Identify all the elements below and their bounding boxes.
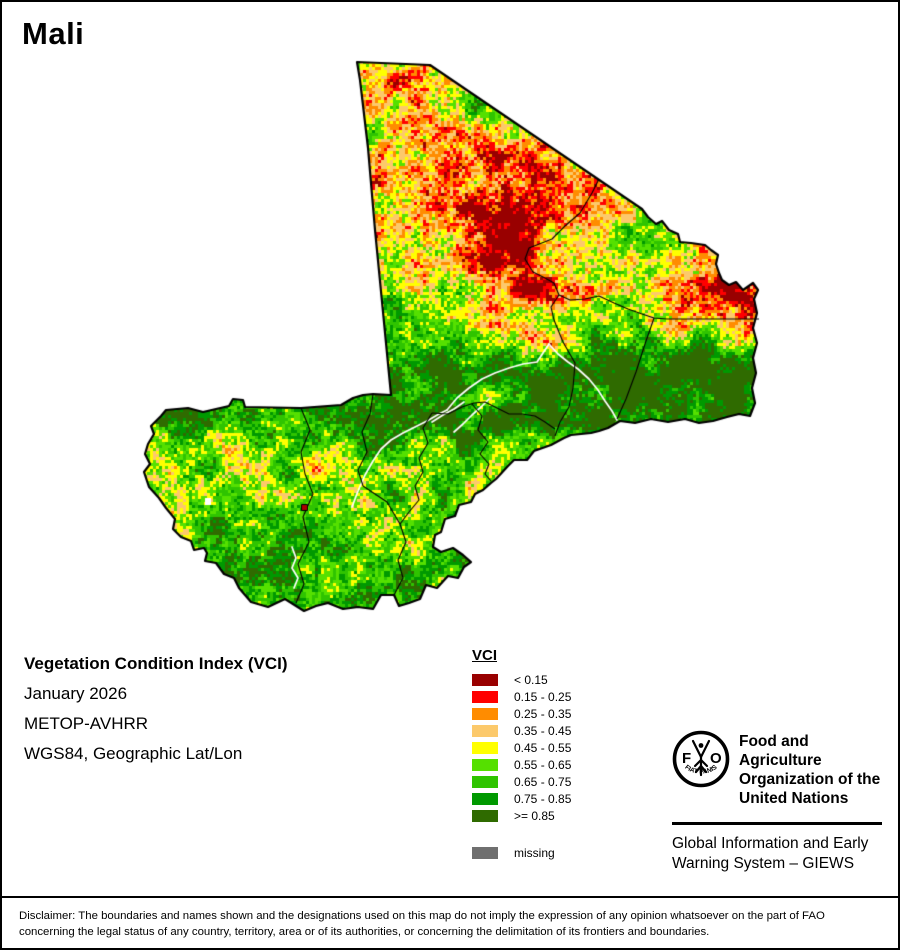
legend-swatch (472, 846, 498, 859)
legend-swatch (472, 809, 498, 822)
legend-label: 0.45 - 0.55 (514, 740, 572, 755)
legend-row: missing (472, 844, 571, 861)
legend-label: 0.25 - 0.35 (514, 706, 572, 721)
page-title: Mali (22, 16, 85, 51)
fao-org-line1: Food and Agriculture (739, 733, 822, 769)
legend-row: 0.35 - 0.45 (472, 722, 571, 739)
legend-row: 0.25 - 0.35 (472, 705, 571, 722)
legend-swatch (472, 724, 498, 737)
disclaimer-text: Disclaimer: The boundaries and names sho… (19, 910, 825, 938)
map-info-projection: WGS84, Geographic Lat/Lon (24, 744, 243, 763)
fao-brand-top: F O FIAT PANIS Food and Agriculture Orga… (672, 730, 887, 808)
giews-name: Global Information and Early Warning Sys… (672, 834, 887, 874)
fao-logo-icon: F O FIAT PANIS (672, 730, 730, 788)
legend-row: 0.15 - 0.25 (472, 688, 571, 705)
fao-logo-letter-o: O (710, 750, 722, 767)
legend-label: missing (514, 845, 555, 860)
legend-swatch (472, 673, 498, 686)
legend-row: 0.65 - 0.75 (472, 773, 571, 790)
fao-org-line3: United Nations (739, 790, 849, 807)
legend-label: < 0.15 (514, 672, 548, 687)
fao-org-line2: Organization of the (739, 771, 881, 788)
legend-title: VCI (472, 647, 498, 664)
fao-branding: F O FIAT PANIS Food and Agriculture Orga… (672, 730, 887, 874)
legend-swatch (472, 775, 498, 788)
legend-label: 0.15 - 0.25 (514, 689, 572, 704)
giews-line1: Global Information and Early (672, 834, 869, 852)
legend-row: 0.45 - 0.55 (472, 739, 571, 756)
legend-label: >= 0.85 (514, 808, 555, 823)
legend-label: 0.35 - 0.45 (514, 723, 572, 738)
map-info-period: January 2026 (24, 684, 128, 703)
legend-swatch (472, 741, 498, 754)
legend-swatch (472, 792, 498, 805)
legend-swatch (472, 690, 498, 703)
map-info-block: Vegetation Condition Index (VCI) January… (24, 649, 288, 769)
legend-swatch (472, 758, 498, 771)
map-info-sensor: METOP-AVHRR (24, 714, 149, 733)
wheat-ear-icon (691, 739, 711, 777)
giews-line2: Warning System – GIEWS (672, 854, 855, 872)
legend-row: < 0.15 (472, 671, 571, 688)
legend-row: >= 0.85 (472, 807, 571, 824)
map-info-heading: Vegetation Condition Index (VCI) (24, 654, 288, 673)
fao-logo-letter-f: F (682, 750, 691, 767)
legend: VCI < 0.15 0.15 - 0.25 0.25 - 0.35 0.35 - 0… (472, 647, 571, 861)
brand-divider (672, 822, 882, 825)
legend-swatch (472, 707, 498, 720)
legend-row: 0.75 - 0.85 (472, 790, 571, 807)
legend-row: 0.55 - 0.65 (472, 756, 571, 773)
legend-label: 0.65 - 0.75 (514, 774, 572, 789)
footer-divider (2, 896, 898, 898)
legend-label: 0.75 - 0.85 (514, 791, 572, 806)
legend-rows: < 0.15 0.15 - 0.25 0.25 - 0.35 0.35 - 0.45 0… (472, 671, 571, 861)
fao-org-name: Food and Agriculture Organization of the… (739, 732, 887, 808)
legend-label: 0.55 - 0.65 (514, 757, 572, 772)
